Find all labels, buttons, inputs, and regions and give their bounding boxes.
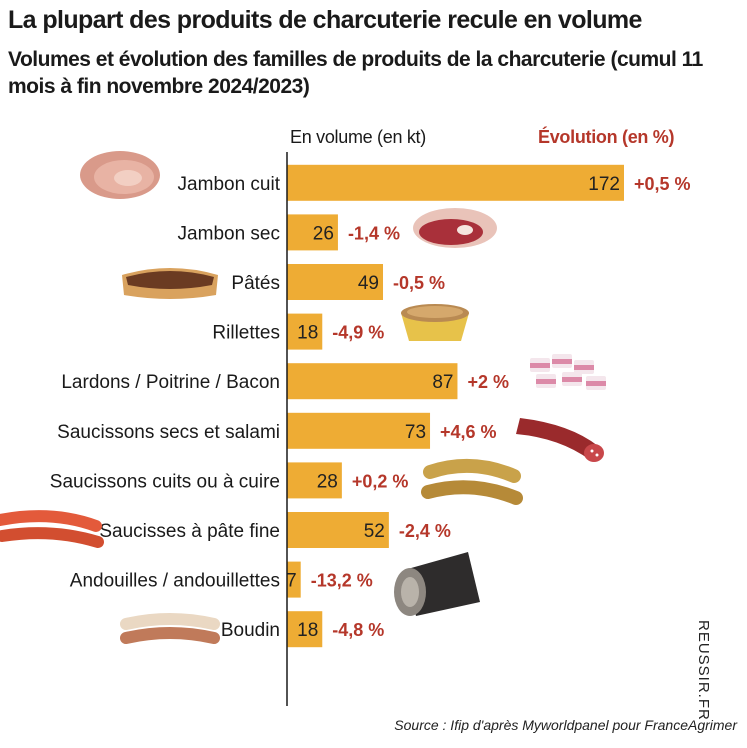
category-label: Pâtés <box>231 273 280 294</box>
category-label: Saucissons cuits ou à cuire <box>50 471 280 492</box>
source-note: Source : Ifip d'après Myworldpanel pour … <box>394 717 737 733</box>
evolution-label: -0,5 % <box>393 273 445 293</box>
bar <box>287 462 342 499</box>
bacon-icon <box>530 354 606 390</box>
evolution-label: -4,8 % <box>332 620 384 640</box>
value-label: 18 <box>297 620 318 641</box>
volume-column-header: En volume (en kt) <box>290 127 426 147</box>
rillettes-icon <box>401 304 469 341</box>
evolution-label: +0,5 % <box>634 174 691 194</box>
chart-subtitle: Volumes et évolution des familles de pro… <box>8 48 703 98</box>
boudin-icon <box>120 613 220 644</box>
value-label: 18 <box>297 323 318 344</box>
bar <box>287 363 458 400</box>
category-label: Lardons / Poitrine / Bacon <box>61 372 280 393</box>
value-label: 87 <box>432 372 453 393</box>
value-label: 7 <box>286 571 297 592</box>
evolution-label: +0,2 % <box>352 471 409 491</box>
value-label: 49 <box>358 273 379 294</box>
sausage-links-icon <box>0 510 104 548</box>
evolution-label: +2 % <box>467 372 509 392</box>
chart-title: La plupart des produits de charcuterie r… <box>8 6 642 34</box>
sausages-icon <box>421 458 523 505</box>
value-label: 26 <box>313 223 334 244</box>
category-label: Andouilles / andouillettes <box>70 571 280 592</box>
category-label: Saucisses à pâte fine <box>99 521 280 542</box>
value-label: 52 <box>364 521 385 542</box>
value-label: 172 <box>588 174 620 195</box>
category-label: Rillettes <box>212 323 280 344</box>
evolution-label: -2,4 % <box>399 521 451 541</box>
category-label: Jambon sec <box>178 223 280 244</box>
bar <box>287 561 301 598</box>
dry-ham-icon <box>413 208 497 248</box>
evolution-label: -4,9 % <box>332 323 384 343</box>
andouille-icon <box>394 552 480 616</box>
value-label: 28 <box>317 471 338 492</box>
bar <box>287 214 338 251</box>
evolution-column-header: Évolution (en %) <box>538 127 675 147</box>
bar <box>287 164 624 201</box>
evolution-label: -13,2 % <box>311 571 373 591</box>
ham-icon <box>80 151 160 199</box>
category-label: Boudin <box>221 620 280 641</box>
pate-icon <box>122 268 218 299</box>
category-label: Jambon cuit <box>178 174 281 195</box>
bar <box>287 264 384 300</box>
bar <box>287 313 323 350</box>
value-label: 73 <box>405 422 426 443</box>
site-credit: REUSSIR.FR <box>695 620 712 721</box>
bar <box>287 611 323 648</box>
evolution-label: -1,4 % <box>348 223 400 243</box>
category-label: Saucissons secs et salami <box>57 422 280 443</box>
evolution-label: +4,6 % <box>440 422 497 442</box>
bar <box>287 412 431 449</box>
bar <box>287 512 389 548</box>
saucisson-icon <box>516 418 604 462</box>
